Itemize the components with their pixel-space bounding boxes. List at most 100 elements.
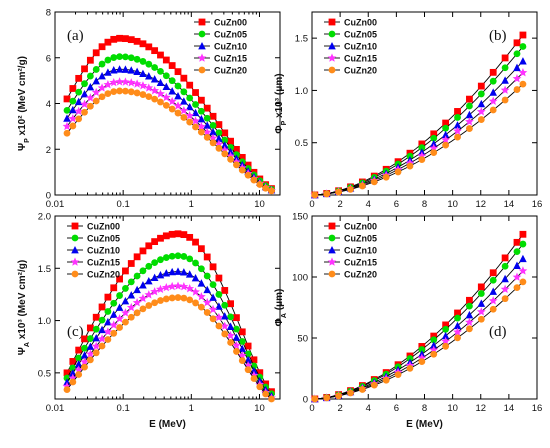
data-point (442, 124, 450, 132)
x-tick-label: 16 (532, 199, 543, 210)
legend-marker (327, 257, 337, 266)
data-point (92, 66, 100, 73)
data-point (139, 281, 147, 289)
data-point (173, 281, 183, 290)
data-point (323, 190, 331, 198)
data-point (203, 253, 211, 261)
data-point (227, 339, 234, 346)
data-point (157, 67, 164, 75)
data-point (442, 325, 450, 333)
panel-a: 0.01 0.1 1 10 0 2 4 6 8 ΨP x10² (MeV cm²/g) (a) CuZ… (17, 8, 281, 210)
data-point (477, 116, 485, 123)
data-point (144, 290, 154, 299)
data-point (104, 56, 112, 64)
data-point (75, 354, 83, 362)
legend: CuZn00 CuZn05 CuZn10 CuZn15 CuZn20 (324, 18, 377, 76)
data-point (116, 275, 123, 283)
data-point (442, 119, 450, 127)
data-point (209, 122, 217, 129)
y-tick-label: 150 (292, 212, 308, 223)
data-point (394, 371, 402, 379)
data-point (197, 279, 206, 287)
data-point (156, 89, 165, 98)
legend-label: CuZn05 (87, 234, 120, 244)
data-point (74, 360, 83, 368)
data-point (518, 266, 528, 275)
data-point (186, 94, 194, 102)
data-point (513, 238, 521, 246)
data-point (209, 281, 217, 289)
data-point (161, 282, 171, 292)
data-point (394, 168, 402, 176)
data-point (157, 51, 164, 59)
data-point (98, 72, 106, 80)
data-point (110, 299, 118, 307)
data-point (174, 109, 182, 117)
data-point (92, 313, 100, 321)
legend-marker (328, 66, 336, 74)
data-point (238, 166, 246, 174)
data-point (122, 285, 129, 292)
data-point (215, 291, 223, 298)
data-point (126, 78, 136, 87)
x-tick-label: 16 (532, 403, 543, 414)
data-point (145, 302, 153, 309)
data-point (121, 77, 130, 86)
data-point (209, 127, 217, 136)
data-point (122, 53, 129, 61)
data-point (86, 72, 94, 80)
data-point (442, 141, 450, 149)
data-point (477, 283, 485, 291)
data-point (116, 324, 123, 331)
data-point (429, 139, 438, 148)
data-point (221, 330, 229, 338)
data-point (145, 242, 153, 250)
data-point (465, 117, 474, 126)
data-point (501, 64, 509, 72)
data-point (69, 358, 77, 365)
data-point (454, 309, 461, 317)
data-point (186, 118, 194, 126)
data-point (185, 284, 195, 293)
y-tick-label: 6 (46, 53, 51, 64)
data-point (98, 325, 106, 334)
data-point (197, 245, 205, 253)
data-point (197, 121, 206, 131)
panel-d: 0 2 4 6 8 10 12 14 16 0 50 100 150 E (MeV) ΦA (μm) (d) C… (274, 212, 542, 431)
data-point (104, 293, 112, 301)
data-point (81, 363, 88, 371)
data-point (162, 269, 171, 277)
data-point (203, 272, 211, 280)
data-point (92, 49, 100, 57)
data-point (465, 310, 474, 319)
x-tick-label: 8 (422, 199, 427, 210)
x-tick-label: 2 (337, 199, 342, 210)
data-point (104, 68, 112, 76)
data-point (138, 293, 148, 303)
data-point (150, 273, 159, 282)
data-point (139, 91, 147, 98)
panel-b: 0 2 4 6 8 10 12 14 16 0.5 1.0 1.5 ΦP x10³ (μm) (b) CuZ… (274, 11, 543, 210)
data-point (489, 287, 498, 295)
data-point (174, 91, 182, 100)
data-point (442, 321, 450, 329)
data-point (513, 39, 521, 47)
data-point (209, 263, 217, 271)
data-point (238, 338, 246, 345)
data-point (489, 88, 498, 96)
data-point (466, 102, 473, 110)
x-tick-label: 10 (254, 199, 265, 210)
legend-marker (70, 257, 80, 266)
data-point (80, 89, 89, 98)
data-point (185, 270, 194, 278)
data-point (227, 144, 234, 151)
data-point (86, 349, 95, 358)
data-point (122, 267, 129, 275)
data-point (250, 176, 258, 184)
data-point (127, 36, 135, 44)
data-point (139, 267, 147, 275)
data-point (192, 259, 199, 267)
data-point (139, 247, 147, 255)
y-tick-label: 8 (46, 8, 51, 19)
